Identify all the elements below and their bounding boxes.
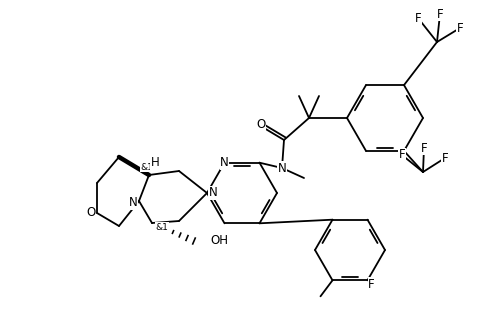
Text: F: F (420, 142, 428, 154)
Text: &1: &1 (140, 163, 153, 171)
Text: N: N (278, 162, 286, 175)
Text: F: F (414, 11, 422, 25)
Text: &1: &1 (156, 222, 168, 232)
Text: F: F (442, 151, 448, 164)
Text: F: F (436, 8, 444, 21)
Text: N: N (208, 186, 218, 199)
Text: H: H (150, 157, 160, 169)
Text: N: N (220, 156, 229, 169)
Text: OH: OH (210, 234, 228, 248)
Text: F: F (456, 22, 464, 35)
Text: O: O (86, 206, 96, 219)
Text: F: F (398, 148, 406, 162)
Text: F: F (368, 278, 375, 291)
Text: O: O (256, 118, 266, 131)
Text: N: N (128, 197, 138, 210)
